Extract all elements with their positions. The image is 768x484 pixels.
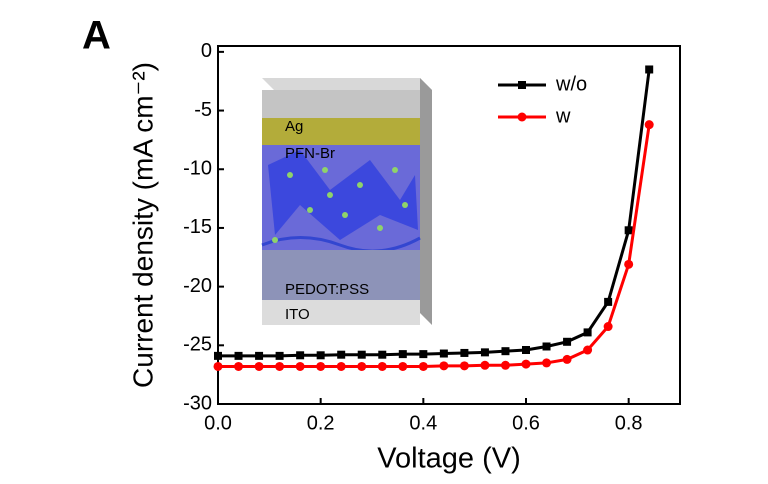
x-tick-label: 0.0	[204, 412, 232, 434]
marker	[583, 345, 593, 355]
marker	[439, 361, 449, 371]
legend-marker	[518, 81, 526, 89]
x-tick-label: 0.8	[615, 412, 643, 434]
layer-ito	[262, 300, 420, 325]
series-line	[218, 69, 651, 358]
marker	[460, 348, 469, 357]
marker	[337, 350, 346, 359]
marker	[522, 346, 530, 355]
inset-layer-label: ITO	[285, 306, 310, 323]
marker	[480, 360, 490, 370]
marker	[604, 297, 613, 306]
x-tick-label: 0.6	[512, 412, 540, 434]
y-tick-label: -30	[183, 392, 212, 414]
marker	[562, 354, 572, 364]
layer-pfn	[262, 118, 420, 145]
x-axis-label: Voltage (V)	[377, 443, 520, 475]
marker	[357, 361, 367, 371]
layer-side	[420, 78, 432, 325]
layer-ag	[262, 90, 420, 118]
y-tick-label: -25	[183, 334, 212, 356]
marker	[316, 361, 326, 371]
x-tick-label: 0.4	[409, 412, 437, 434]
marker	[254, 361, 264, 371]
y-tick-label: 0	[201, 40, 212, 62]
marker	[214, 351, 222, 360]
marker	[295, 361, 305, 371]
marker	[336, 361, 346, 371]
marker	[234, 361, 244, 371]
marker	[234, 351, 243, 360]
inset-layer-label: PEDOT:PSS	[285, 281, 369, 298]
marker	[500, 360, 510, 370]
y-tick-label: -5	[194, 99, 212, 121]
marker	[439, 349, 448, 358]
marker	[521, 359, 531, 369]
inset-layer-label: PFN-Br	[285, 145, 335, 162]
layer-pedot	[262, 250, 420, 300]
marker	[377, 361, 387, 371]
marker	[275, 361, 285, 371]
x-tick-label: 0.2	[307, 412, 335, 434]
marker	[398, 350, 407, 359]
marker	[563, 337, 572, 346]
marker	[255, 351, 264, 360]
legend-marker	[517, 112, 527, 122]
active-domains	[268, 150, 418, 240]
inset-device: Ag PFN-Br PEDOT:PSS ITO	[261, 78, 432, 325]
panel-label: A	[82, 14, 111, 58]
marker	[645, 65, 654, 74]
marker	[398, 361, 408, 371]
marker	[459, 361, 469, 371]
marker	[378, 350, 387, 359]
marker	[603, 322, 613, 332]
legend-label: w/o	[555, 73, 587, 95]
marker	[583, 328, 592, 337]
marker	[480, 348, 489, 357]
layer-top	[262, 78, 432, 90]
marker	[357, 350, 366, 359]
marker	[501, 347, 510, 356]
marker	[418, 361, 428, 371]
inset-layer-label: Ag	[285, 118, 303, 135]
y-tick-label: -15	[183, 216, 212, 238]
marker	[542, 342, 551, 351]
y-tick-label: -10	[183, 158, 212, 180]
marker	[316, 351, 325, 360]
series-line	[218, 124, 651, 368]
y-tick-label: -20	[183, 275, 212, 297]
marker	[275, 351, 284, 360]
marker	[296, 351, 305, 360]
marker	[419, 350, 428, 359]
plot-frame	[217, 45, 681, 405]
marker	[644, 120, 654, 130]
y-axis-label: Current density (mA cm⁻²)	[127, 62, 158, 388]
active-interface	[261, 236, 421, 253]
legend-label: w	[555, 105, 571, 127]
marker	[624, 259, 634, 269]
marker	[542, 358, 552, 368]
marker	[624, 226, 633, 235]
marker	[213, 361, 223, 371]
nanoparticles	[272, 167, 408, 243]
